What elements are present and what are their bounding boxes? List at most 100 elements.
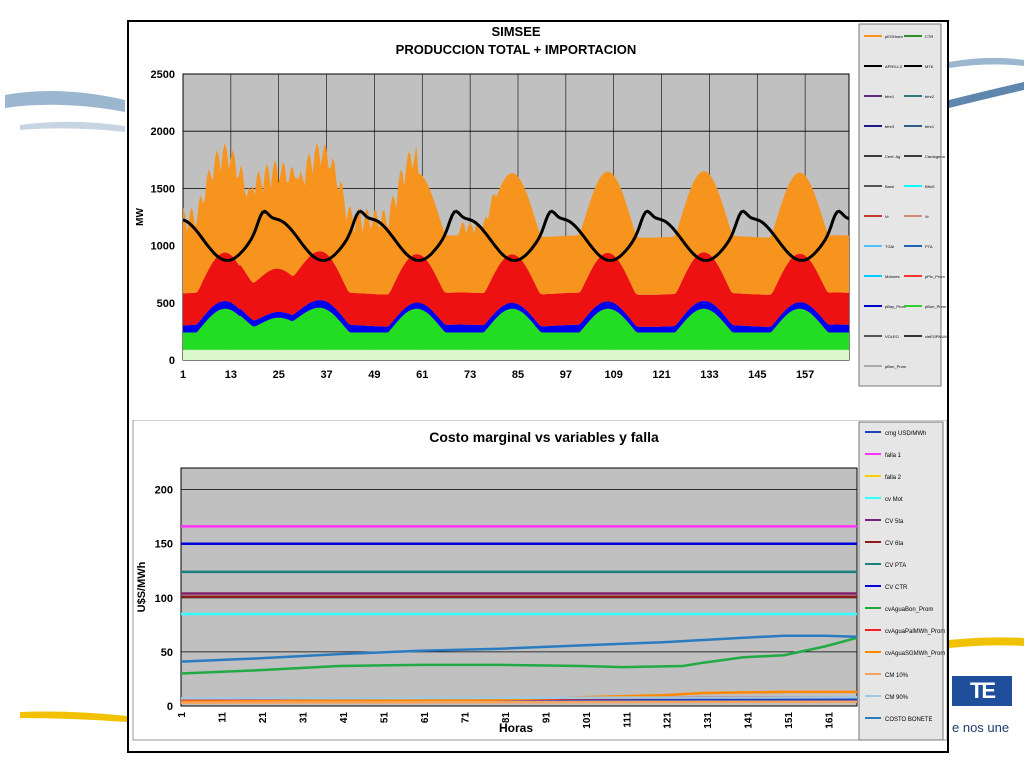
chart2-legend-label: cmg USD/MWh	[885, 431, 926, 437]
brand-logo: TE	[952, 676, 1012, 706]
chart1-xtick-label: 85	[512, 369, 524, 381]
chart1-xtick-label: 157	[796, 369, 814, 381]
chart1-legend-label: APRS-L3	[885, 64, 902, 69]
chart2-xlabel: Horas	[499, 721, 533, 735]
chart2-ytick-label: 0	[167, 701, 173, 713]
chart2-legend-label: CV CTR	[885, 585, 908, 591]
chart1-xtick-label: 73	[464, 369, 476, 381]
chart1-xtick-label: 49	[368, 369, 380, 381]
chart2-xtick-label: 31	[298, 712, 309, 724]
chart1-legend-label: Cardogena	[925, 154, 946, 159]
chart1-legend-label: bfnr3	[885, 124, 895, 129]
chart2-xtick-label: 131	[703, 712, 714, 729]
chart2-plot-area	[180, 467, 858, 707]
chart2-xtick-label: 11	[217, 712, 228, 723]
chart1-legend-label: PTA	[925, 244, 933, 249]
chart2-xtick-label: 21	[258, 712, 269, 724]
chart1-xtick-label: 37	[320, 369, 332, 381]
chart1-legend-label: VOLEO	[885, 334, 899, 339]
chart2-series-line	[180, 700, 858, 705]
chart1-legend-label: Motores	[885, 274, 899, 279]
chart1-legend-label: Vr	[925, 214, 930, 219]
background-swoosh-left	[5, 91, 127, 722]
chart2-series-line	[180, 690, 857, 703]
chart2-legend: cmg USD/MWh falla 1 falla 2 cv Mot CV 5ta CV …	[858, 421, 945, 741]
chart2-ytick-label: 50	[161, 647, 173, 659]
chart2-series-line	[180, 696, 858, 700]
chart1-subtitle: PRODUCCION TOTAL + IMPORTACION	[396, 42, 637, 57]
chart1-legend: pEGHram CTR APRS-L3 MT6 bfnr1 bfnr2 bfnr3 bfnr1…	[858, 23, 947, 387]
chart1-title: SIMSEE	[491, 24, 540, 39]
chart1-xtick-label: 97	[560, 369, 572, 381]
chart1-legend-label: TGAi	[885, 244, 894, 249]
chart2-title: Costo marginal vs variables y falla	[429, 429, 659, 445]
chart2-xtick-label: 41	[339, 712, 350, 724]
chart2-ytick-label: 200	[155, 485, 173, 497]
chart1-legend-label: pPtc_Prom	[925, 274, 945, 279]
chart2-xtick-label: 91	[541, 712, 552, 724]
chart2-xtick-label: 51	[379, 712, 390, 724]
chart1-legend-label: BfinS	[925, 184, 935, 189]
chart2-legend-label: cv Mot	[885, 497, 903, 503]
chart2-legend-label: COSTO BONETE	[885, 717, 933, 723]
chart1-series-area-Motores	[183, 251, 849, 327]
chart1-series-area-pBon_Prom	[183, 349, 849, 360]
chart2-xtick-label: 101	[582, 712, 593, 729]
chart1-legend-label: CTR	[925, 34, 933, 39]
brand-tagline: e nos une	[952, 720, 1010, 735]
chart1-legend-label: pBay_Prom	[885, 304, 907, 309]
chart2-ylabel: U$S/MWh	[136, 561, 148, 612]
chart2-series-line	[180, 636, 858, 675]
chart1-legend-label: Vr	[885, 214, 890, 219]
chart1-legend-label: pBon_Prom	[885, 364, 907, 369]
chart1-xtick-label: 145	[748, 369, 766, 381]
chart2-legend-label: CM 90%	[885, 695, 909, 701]
chart2-xtick-label: 71	[460, 712, 471, 724]
chart1-ytick-label: 1500	[151, 183, 175, 195]
chart2-legend-label: falla 2	[885, 475, 902, 481]
chart1-series-area-pPtc_Prom	[183, 300, 849, 333]
chart2-xtick-label: 1	[177, 712, 188, 718]
chart2-xtick-label: 141	[744, 712, 755, 729]
background-swoosh-right	[949, 57, 1024, 648]
chart1-series-area-pBay_Prom	[183, 307, 849, 350]
production-chart: SIMSEE PRODUCCION TOTAL + IMPORTACION MW 0 5…	[135, 23, 947, 387]
chart2-xtick-label: 81	[501, 712, 512, 724]
chart1-legend-label: Cent. Ag	[885, 154, 900, 159]
chart1-legend-label: pEGHram	[885, 34, 903, 39]
chart1-series-area-pEGHram	[183, 142, 849, 295]
chart2-xtick-label: 61	[420, 712, 431, 724]
chart1-ytick-label: 2000	[151, 126, 175, 138]
chart1-ytick-label: 0	[169, 355, 175, 367]
chart1-legend-label: bfnr2	[925, 94, 935, 99]
chart2-legend-label: falla 1	[885, 453, 902, 459]
chart1-ytick-label: 1000	[151, 241, 175, 253]
chart2-series-line	[180, 634, 858, 663]
chart2-legend-label: CV 5ta	[885, 519, 904, 525]
chart2-legend-label: cvAguaPalMWh_Prom	[885, 629, 945, 635]
chart1-legend-label: bfnr1	[925, 124, 935, 129]
chart1-legend-label: cleEGPNUM	[925, 334, 947, 339]
chart1-xtick-label: 61	[416, 369, 428, 381]
chart1-xtick-label: 121	[652, 369, 670, 381]
chart1-legend-label: MT6	[925, 64, 934, 69]
chart2-legend-label: CV 6ta	[885, 541, 904, 547]
chart1-xtick-label: 133	[700, 369, 718, 381]
chart2-legend-label: cvAguaSGMWh_Prom	[885, 651, 945, 657]
slide-frame: SIMSEE PRODUCCION TOTAL + IMPORTACION MW 0 5…	[127, 20, 949, 753]
chart2-xtick-label: 121	[663, 712, 674, 729]
chart1-legend-label: pBon_Prom	[925, 304, 947, 309]
chart1-ytick-label: 500	[157, 298, 175, 310]
chart2-xtick-label: 161	[825, 712, 836, 729]
chart1-ytick-label: 2500	[151, 69, 175, 81]
chart2-legend-label: CM 10%	[885, 673, 909, 679]
chart2-legend-label: cvAguaBon_Prom	[885, 607, 933, 613]
chart2-ytick-label: 100	[155, 593, 173, 605]
chart1-xtick-label: 1	[180, 369, 186, 381]
chart1-series-line-demand	[182, 209, 850, 263]
chart1-xtick-label: 109	[605, 369, 623, 381]
marginal-cost-chart: Costo marginal vs variables y falla U$S/M…	[132, 420, 947, 741]
chart1-legend-label: Barsl	[885, 184, 894, 189]
chart2-legend-label: CV PTA	[885, 563, 906, 569]
chart1-legend-label: bfnr1	[885, 94, 895, 99]
